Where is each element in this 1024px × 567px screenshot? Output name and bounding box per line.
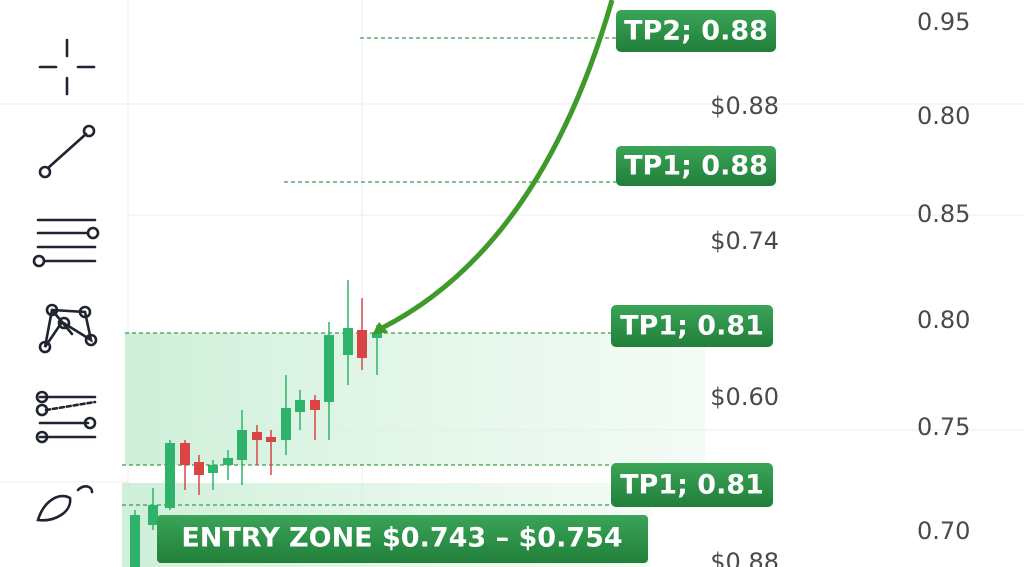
candle-part xyxy=(165,443,175,508)
candle-part xyxy=(252,432,262,440)
entry-label: ENTRY ZONE $0.743 – $0.754 xyxy=(181,523,622,554)
axis-label: 0.85 xyxy=(917,200,970,228)
candle-part xyxy=(281,408,291,440)
price-marks: $0.88 $0.74 $0.60 $0.88 xyxy=(710,92,779,567)
axis-label: 0.70 xyxy=(917,517,970,545)
candle-part xyxy=(208,465,218,473)
axis-label: 0.80 xyxy=(917,306,970,334)
candle-part xyxy=(194,462,204,475)
candle-part xyxy=(310,400,320,410)
candle-part xyxy=(180,443,190,465)
candle-part xyxy=(324,335,334,402)
candles xyxy=(130,280,382,567)
target-label: TP2; 0.88 xyxy=(624,16,768,47)
dashed-lines xyxy=(122,37,616,506)
price-mark: $0.88 xyxy=(710,548,779,567)
candle-part xyxy=(266,437,276,442)
candle-part xyxy=(295,400,305,412)
price-axis: 0.95 0.80 0.85 0.80 0.75 0.70 xyxy=(917,8,970,545)
fib-icon[interactable] xyxy=(35,390,97,444)
projection-curve xyxy=(376,0,615,333)
pattern-icon[interactable] xyxy=(38,303,98,354)
tag-bg xyxy=(611,305,773,347)
tag-bg xyxy=(616,146,776,186)
candle-part xyxy=(237,430,247,460)
candle-part xyxy=(343,328,353,355)
target-tags: TP2; 0.88 TP1; 0.88 TP1; 0.81 TP1; 0.81 … xyxy=(157,10,776,563)
candle-part xyxy=(357,330,367,358)
zone xyxy=(125,333,705,465)
entry-bg xyxy=(157,515,648,563)
axis-label: 0.80 xyxy=(917,102,970,130)
tag-bg xyxy=(611,463,773,507)
tag-bg xyxy=(616,10,776,52)
hlines-icon[interactable] xyxy=(32,218,100,268)
candle-part xyxy=(223,458,233,465)
toolbar xyxy=(32,38,100,522)
candle-part xyxy=(148,505,158,525)
candle-part xyxy=(130,515,140,567)
target-label: TP1; 0.88 xyxy=(624,151,768,182)
trendline-icon[interactable] xyxy=(38,124,96,179)
candle-part xyxy=(372,333,382,338)
price-mark: $0.88 xyxy=(710,92,779,120)
crosshair-icon[interactable] xyxy=(38,38,96,96)
brush-icon[interactable] xyxy=(36,485,94,522)
target-label: TP1; 0.81 xyxy=(620,470,764,501)
target-label: TP1; 0.81 xyxy=(620,311,764,342)
arrow-head xyxy=(372,322,388,335)
axis-label: 0.95 xyxy=(917,8,970,36)
price-mark: $0.60 xyxy=(710,383,779,411)
price-mark: $0.74 xyxy=(710,227,779,255)
axis-label: 0.75 xyxy=(917,413,970,441)
